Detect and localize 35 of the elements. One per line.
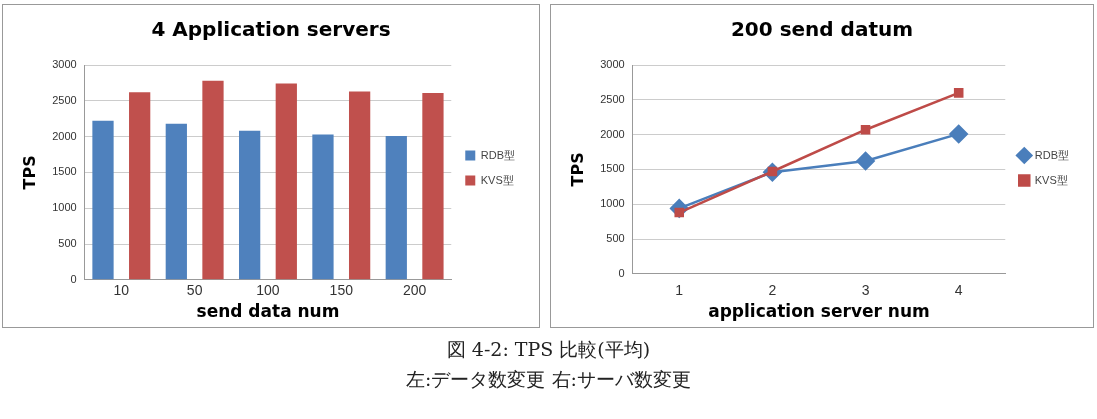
legend-label: KVS型 (480, 173, 514, 186)
y-tick-label: 1000 (600, 197, 625, 210)
y-tick-label: 500 (58, 237, 77, 250)
text: 左:データ数変更 右:サーバ数変更 (405, 367, 692, 392)
y-tick-label: 2500 (600, 92, 625, 105)
chart-title: 200 send datum (730, 17, 914, 42)
x-tick-label: 100 (256, 282, 280, 299)
y-tick-label: 0 (70, 272, 77, 285)
x-tick-label: 200 (402, 282, 427, 299)
legend-label: KVS型 (1034, 173, 1068, 186)
y-tick-label: 3000 (600, 58, 625, 71)
x-tick-label: 10 (113, 282, 130, 299)
x-tick-label: 2 (768, 282, 777, 299)
x-axis-title: send data num (196, 301, 340, 322)
y-tick-label: 1500 (52, 165, 77, 178)
y-tick-label: 2500 (52, 93, 77, 106)
legend-label: RDB型 (480, 148, 516, 161)
y-tick-label: 0 (618, 266, 625, 279)
legend-label: RDB型 (1034, 148, 1070, 161)
y-tick-label: 2000 (52, 129, 77, 142)
x-tick-label: 50 (186, 282, 203, 299)
y-axis-title: TPS (19, 155, 39, 190)
x-tick-label: 3 (861, 282, 870, 299)
y-tick-label: 1000 (52, 201, 77, 214)
y-tick-label: 2000 (600, 127, 625, 140)
x-tick-label: 4 (954, 282, 963, 299)
y-tick-label: 3000 (52, 58, 77, 71)
chart-title: 4 Application servers (151, 17, 391, 42)
x-tick-label: 1 (675, 282, 684, 299)
y-axis-title: TPS (567, 152, 587, 187)
caption: 図 4-2: TPS 比較(平均) (445, 337, 652, 362)
x-tick-label: 150 (329, 282, 354, 299)
y-tick-label: 500 (606, 232, 625, 245)
y-tick-label: 1500 (600, 162, 625, 175)
x-axis-title: application server num (708, 301, 930, 322)
